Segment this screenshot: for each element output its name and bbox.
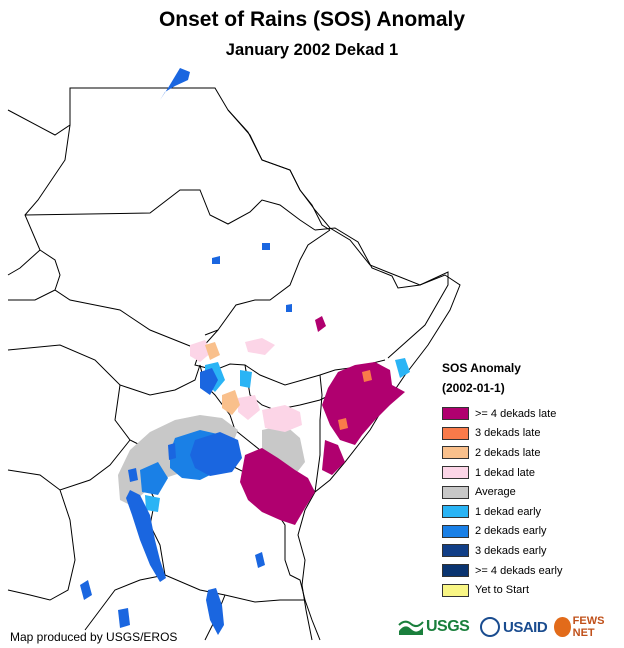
usaid-seal-icon — [480, 617, 500, 637]
lake — [80, 580, 92, 600]
legend-swatch — [442, 466, 469, 480]
legend-label: 2 dekads late — [475, 446, 541, 459]
usgs-wave-icon — [398, 620, 424, 635]
lake-tanganyika — [126, 490, 166, 582]
legend-item: >= 4 dekads early — [442, 561, 622, 581]
lake — [160, 68, 190, 100]
legend-label: Average — [475, 486, 516, 499]
lake — [200, 368, 218, 395]
lake — [286, 304, 292, 312]
lake-malawi — [206, 588, 224, 635]
legend-item: 2 dekads late — [442, 443, 622, 463]
usaid-logo: USAID — [480, 612, 552, 642]
anomaly-2-early — [140, 462, 168, 495]
fews-net-logo: FEWS NET — [554, 612, 620, 642]
lake-victoria — [190, 432, 242, 476]
legend-label: 2 dekads early — [475, 525, 547, 538]
legend-swatch — [442, 407, 469, 421]
fews-net-logo-text: FEWS NET — [572, 615, 605, 639]
legend-label: 3 dekads early — [475, 544, 547, 557]
legend-items: >= 4 dekads late 3 dekads late 2 dekads la… — [442, 404, 622, 600]
credit-text: Map produced by USGS/EROS — [10, 630, 178, 644]
legend-swatch — [442, 446, 469, 460]
water-bodies — [80, 68, 292, 635]
legend-item: >= 4 dekads late — [442, 404, 622, 424]
legend-swatch — [442, 564, 469, 578]
legend-item: 2 dekads early — [442, 522, 622, 542]
anomaly-1-late — [238, 395, 260, 420]
legend-item: Yet to Start — [442, 580, 622, 600]
lake — [262, 243, 270, 250]
lake — [255, 552, 265, 568]
legend-item: 1 dekad late — [442, 463, 622, 483]
lake — [212, 256, 220, 264]
anomaly-4-late — [315, 316, 326, 332]
legend-period: (2002-01-1) — [442, 381, 505, 395]
anomaly-2-late — [222, 390, 240, 415]
legend-item: 3 dekads late — [442, 424, 622, 444]
legend-item: 3 dekads early — [442, 541, 622, 561]
lake — [128, 468, 138, 482]
legend-swatch — [442, 505, 469, 519]
legend-swatch — [442, 583, 469, 597]
legend-swatch — [442, 544, 469, 558]
legend-label: >= 4 dekads late — [475, 407, 557, 420]
legend-label: 1 dekad early — [475, 505, 542, 518]
anomaly-3-late — [338, 418, 348, 430]
usgs-logo: USGS — [398, 612, 478, 642]
anomaly-2-late — [205, 342, 220, 360]
usaid-logo-text: USAID — [503, 618, 548, 636]
map-subtitle: January 2002 Dekad 1 — [225, 41, 399, 59]
legend-label: 1 dekad late — [475, 466, 535, 479]
legend-label: Yet to Start — [475, 584, 530, 597]
anomaly-4-late — [240, 448, 315, 525]
anomaly-3-late — [362, 370, 372, 382]
country-boundaries — [7, 87, 449, 641]
anomaly-1-early — [240, 370, 252, 388]
legend-label: 3 dekads late — [475, 427, 541, 440]
legend: SOS Anomaly (2002-01-1) >= 4 dekads late… — [442, 358, 622, 600]
lake — [118, 608, 130, 628]
map-title: Onset of Rains (SOS) Anomaly — [158, 8, 466, 31]
anomaly-average — [262, 425, 305, 475]
legend-swatch — [442, 426, 469, 440]
anomaly-1-early — [145, 495, 160, 512]
legend-item: Average — [442, 482, 622, 502]
lake — [168, 443, 176, 460]
legend-label: >= 4 dekads early — [475, 564, 563, 577]
fews-net-seal-icon — [554, 617, 571, 637]
anomaly-1-late — [262, 405, 302, 432]
anomaly-1-early — [395, 358, 410, 378]
legend-title: SOS Anomaly — [442, 361, 521, 375]
anomaly-1-late — [245, 338, 275, 355]
legend-item: 1 dekad early — [442, 502, 622, 522]
legend-swatch — [442, 524, 469, 538]
anomaly-4-late — [322, 440, 345, 475]
legend-swatch — [442, 485, 469, 499]
logo-strip: USGS USAID FEWS NET — [398, 612, 620, 642]
anomaly-areas — [118, 316, 410, 525]
usgs-logo-text: USGS — [426, 618, 470, 635]
coastline — [227, 109, 461, 641]
